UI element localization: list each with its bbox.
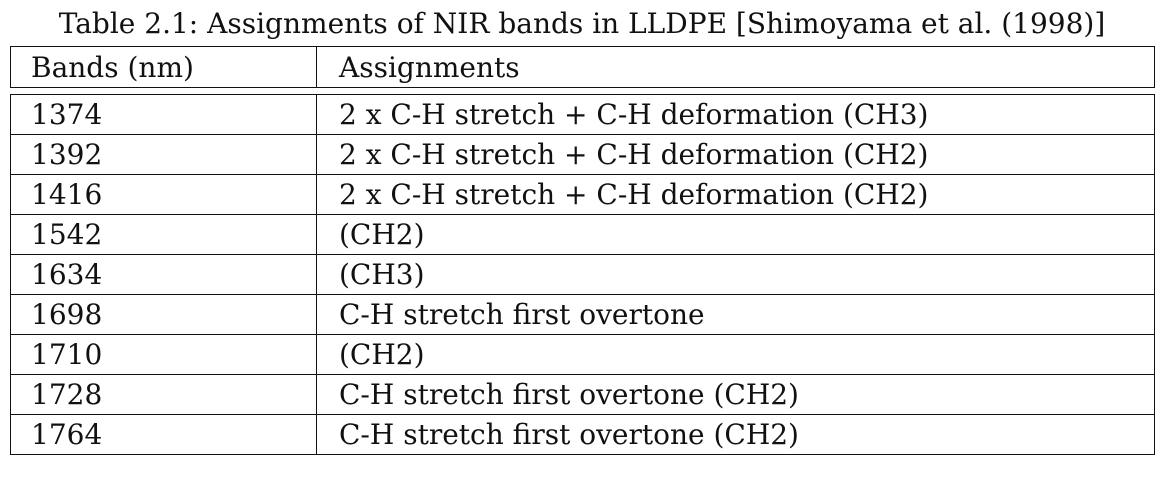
table-caption: Table 2.1: Assignments of NIR bands in L… — [58, 7, 1106, 40]
table-row: 1392 2 x C-H stretch + C-H deformation (C… — [10, 134, 1155, 175]
table-row: 1374 2 x C-H stretch + C-H deformation (C… — [10, 94, 1155, 135]
band-cell: 1374 — [10, 94, 317, 135]
column-header-bands: Bands (nm) — [10, 46, 317, 88]
table-row: 1710 (CH2) — [10, 334, 1155, 375]
assignment-cell: (CH2) — [316, 214, 1155, 255]
table-row: 1764 C-H stretch first overtone (CH2) — [10, 414, 1155, 455]
table-header: Bands (nm) Assignments — [10, 46, 1155, 88]
column-header-assignments: Assignments — [316, 46, 1155, 88]
band-cell: 1634 — [10, 254, 317, 295]
band-cell: 1710 — [10, 334, 317, 375]
band-cell: 1542 — [10, 214, 317, 255]
band-cell: 1416 — [10, 174, 317, 215]
nir-bands-table: 1374 2 x C-H stretch + C-H deformation (C… — [10, 94, 1155, 455]
assignment-cell: (CH3) — [316, 254, 1155, 295]
assignment-cell: C-H stretch first overtone — [316, 294, 1155, 335]
band-cell: 1728 — [10, 374, 317, 415]
table-row: 1698 C-H stretch first overtone — [10, 294, 1155, 335]
assignment-cell: (CH2) — [316, 334, 1155, 375]
table-body: 1374 2 x C-H stretch + C-H deformation (C… — [10, 94, 1155, 455]
band-cell: 1392 — [10, 134, 317, 175]
band-cell: 1698 — [10, 294, 317, 335]
header-row: Bands (nm) Assignments — [10, 46, 1155, 88]
table-row: 1542 (CH2) — [10, 214, 1155, 255]
band-cell: 1764 — [10, 414, 317, 455]
table-row: 1728 C-H stretch first overtone (CH2) — [10, 374, 1155, 415]
assignment-cell: 2 x C-H stretch + C-H deformation (CH2) — [316, 174, 1155, 215]
assignment-cell: 2 x C-H stretch + C-H deformation (CH2) — [316, 134, 1155, 175]
assignment-cell: C-H stretch first overtone (CH2) — [316, 374, 1155, 415]
table-row: 1416 2 x C-H stretch + C-H deformation (C… — [10, 174, 1155, 215]
assignment-cell: 2 x C-H stretch + C-H deformation (CH3) — [316, 94, 1155, 135]
assignment-cell: C-H stretch first overtone (CH2) — [316, 414, 1155, 455]
table-row: 1634 (CH3) — [10, 254, 1155, 295]
